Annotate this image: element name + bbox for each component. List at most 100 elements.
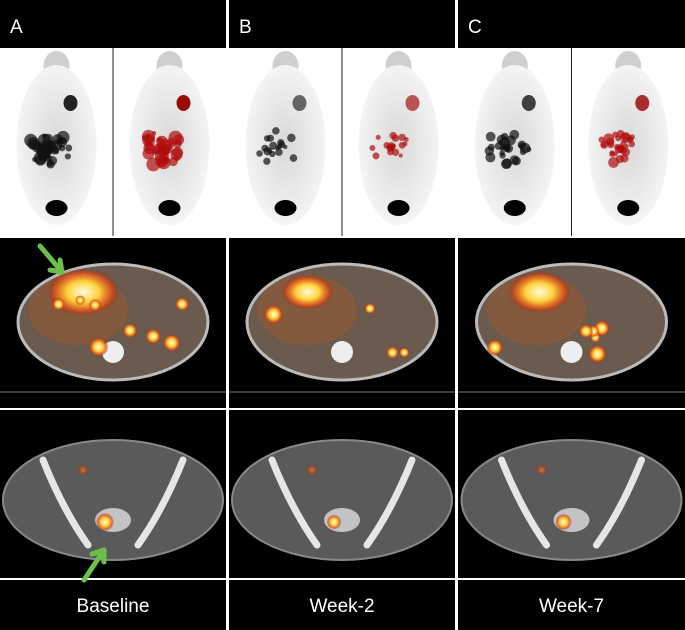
panel: A Baseline [0, 0, 226, 630]
ct-lesion [508, 271, 571, 313]
mip-lesion [487, 143, 495, 151]
ct-pelvis-body [460, 439, 683, 561]
panel-caption: Week-7 [539, 596, 604, 617]
mip-heart [635, 95, 650, 111]
mip-heart [521, 95, 536, 111]
mip-heart [63, 95, 78, 111]
ct-pelvis-body [2, 439, 224, 561]
ct-pelvis-hotspot [534, 463, 549, 477]
panel-label: B [239, 17, 252, 38]
ct-hotspot [122, 323, 138, 338]
mip-lesion [159, 145, 170, 156]
mip-lesion [615, 135, 622, 142]
mip-bladder [503, 200, 526, 216]
mip-lesion [287, 133, 296, 143]
mip-lesion [398, 141, 406, 149]
mip-lesion [391, 148, 400, 156]
mip-lesion [621, 132, 631, 141]
mip-lesion [485, 131, 496, 142]
mip-lesion [272, 127, 280, 135]
arrow [81, 547, 107, 583]
mip-lesion [59, 137, 66, 144]
mip-lesion [618, 145, 624, 151]
panel-header [0, 0, 226, 48]
ct-pelvis-hotspot [96, 513, 114, 531]
mip-lesion [275, 145, 280, 151]
ct-hotspot [145, 328, 162, 345]
panel-caption: Baseline [77, 596, 150, 617]
mip-lesion [32, 156, 38, 163]
mip-bladder [158, 200, 181, 216]
ct-hotspot [386, 346, 399, 359]
mip-lesion [501, 158, 512, 170]
panel-caption: Week-2 [309, 596, 374, 617]
mip-lesion [369, 144, 376, 151]
ct-hotspot [399, 347, 410, 358]
ct-hotspot [175, 297, 190, 312]
ct-pelvis-hotspot [305, 463, 319, 477]
mip-lesion [64, 153, 71, 160]
caption-row [458, 580, 685, 630]
mip-bladder [387, 200, 410, 216]
mip-lesion [600, 142, 607, 148]
mip-bladder [617, 200, 640, 216]
mip-lesion [269, 141, 278, 150]
mip-lesion [46, 160, 54, 168]
mip-heart [292, 95, 307, 111]
ct-hotspot [52, 297, 65, 311]
mip-lesion [620, 154, 629, 163]
ct-pelvis-hotspot [76, 463, 90, 477]
mip-lesion [168, 157, 178, 167]
ct-hotspot [364, 302, 376, 315]
panel-label: C [468, 17, 482, 38]
panel: B Week-2 [229, 0, 455, 630]
ct-spine [560, 341, 583, 363]
mip-lesion [41, 141, 55, 155]
mip-lesion [151, 150, 157, 155]
arrow [37, 243, 65, 275]
mip-lesion [372, 152, 380, 160]
mip-lesion [58, 144, 66, 152]
mip-lesion [609, 150, 615, 156]
mip-lesion [499, 152, 506, 159]
mip-lesion [504, 144, 511, 151]
ct-hotspot [263, 304, 284, 325]
mip-lesion [387, 142, 396, 151]
ct-hotspot [162, 333, 181, 352]
mip-lesion [173, 134, 185, 146]
mip-lesion [263, 135, 271, 142]
ct-hotspot [578, 324, 594, 339]
mip-heart [176, 95, 191, 111]
ct-pelvis-body [231, 439, 453, 561]
mip-lesion [275, 148, 283, 156]
mip-lesion [511, 156, 521, 166]
mip-lesion [608, 157, 619, 168]
mip-lesion [65, 144, 73, 152]
mip-lesion [389, 131, 397, 140]
mip-lesion [156, 155, 171, 170]
caption-row [0, 580, 226, 630]
mip-lesion [525, 146, 532, 153]
mip-lesion [146, 157, 161, 172]
ct-hotspot [588, 344, 607, 364]
mip-lesion [518, 142, 525, 149]
mip-lesion [485, 152, 496, 163]
ct-hotspot [486, 339, 504, 356]
ct-hotspot [88, 298, 102, 312]
mip-lesion [256, 150, 263, 157]
ct-pelvis-bone [39, 456, 187, 549]
mip-lesion [598, 136, 605, 143]
mip-lesion [267, 148, 272, 154]
ct-pelvis-hotspot [555, 513, 572, 531]
ct-pelvis-bone [498, 456, 645, 549]
ct-pelvis-bone [268, 456, 416, 549]
ct-lesion [281, 274, 334, 310]
mip-lesion [142, 147, 155, 160]
mip-lesion [263, 157, 271, 165]
mip-lesion [505, 135, 516, 146]
panel-label: A [10, 17, 23, 38]
caption-row [229, 580, 455, 630]
mip-lesion [398, 153, 403, 158]
mip-lesion [519, 148, 527, 156]
